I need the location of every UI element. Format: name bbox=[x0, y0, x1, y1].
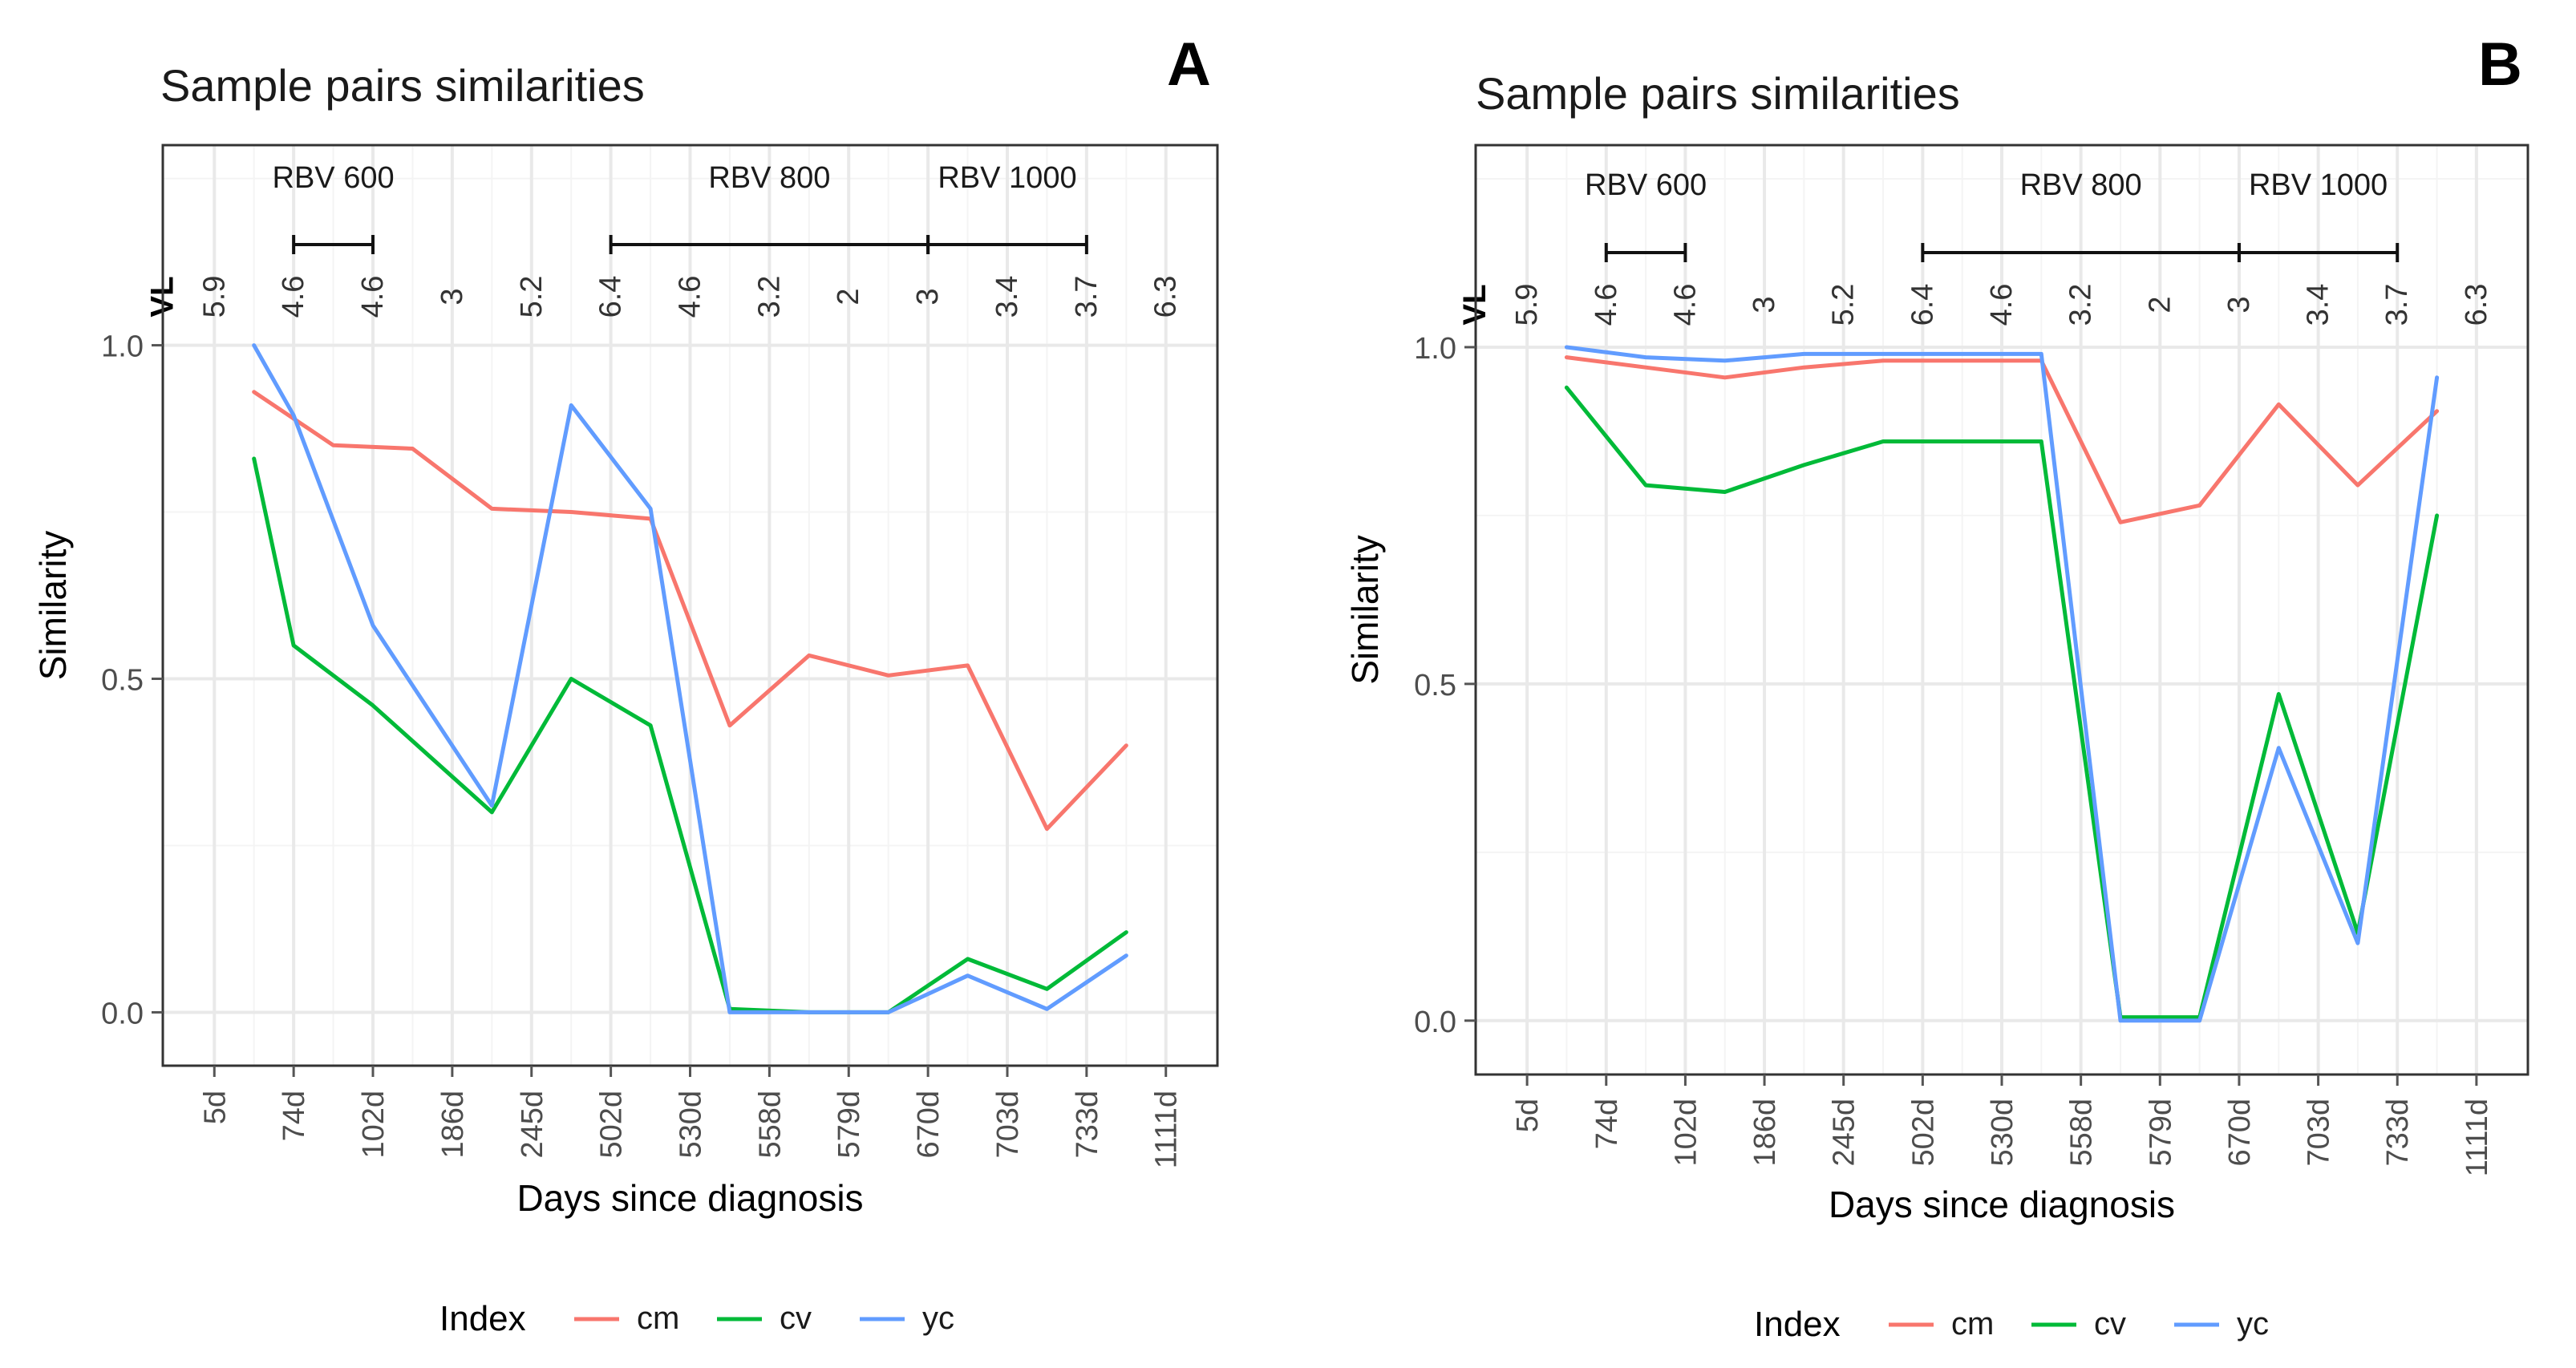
x-tick-label: 245d bbox=[1828, 1099, 1861, 1167]
vl-value: 4.6 bbox=[674, 276, 707, 318]
vl-value: 3.7 bbox=[1070, 276, 1104, 318]
vl-value: 3 bbox=[2222, 296, 2256, 313]
vl-value: 5.2 bbox=[515, 276, 549, 318]
series-line-cv bbox=[252, 456, 1128, 1014]
legend: Index cm cv yc bbox=[439, 1299, 954, 1338]
vl-value: 3.4 bbox=[2302, 284, 2335, 326]
vl-value: 2 bbox=[832, 288, 865, 305]
vl-value: 6.3 bbox=[1149, 276, 1183, 318]
x-tick-label: 1111d bbox=[2461, 1099, 2494, 1176]
x-tick-label: 558d bbox=[753, 1091, 787, 1159]
legend: Index cm cv yc bbox=[1754, 1305, 2269, 1344]
legend-label-cv: cv bbox=[2094, 1306, 2126, 1342]
vl-value: 4.6 bbox=[1590, 284, 1623, 326]
series-line-cm bbox=[252, 390, 1128, 832]
treatment-label: RBV 1000 bbox=[2249, 168, 2388, 202]
gridlines bbox=[163, 145, 1217, 1066]
x-tick-label: 558d bbox=[2065, 1099, 2099, 1167]
panel-b: Sample pairs similarities B RBV 600 RBV 800… bbox=[1344, 30, 2529, 1344]
y-tick-label: 1.0 bbox=[1414, 332, 1456, 366]
x-tick-label: 670d bbox=[2223, 1099, 2257, 1167]
legend-title: Index bbox=[439, 1299, 526, 1338]
x-tick-label: 1111d bbox=[1150, 1091, 1184, 1168]
vl-value: 6.3 bbox=[2460, 284, 2493, 326]
vl-value: 3.4 bbox=[990, 276, 1024, 318]
series-line-yc bbox=[252, 343, 1128, 1014]
treatment-label: RBV 600 bbox=[1585, 168, 1707, 202]
legend-label-yc: yc bbox=[2237, 1306, 2269, 1342]
vl-value: 5.9 bbox=[197, 276, 231, 318]
vl-value: 3.2 bbox=[2064, 284, 2098, 326]
y-tick-label: 1.0 bbox=[101, 330, 144, 364]
treatment-label: RBV 600 bbox=[273, 161, 395, 195]
vl-value: 6.4 bbox=[594, 276, 628, 318]
x-tick-label: 579d bbox=[832, 1091, 866, 1159]
vl-value: 4.6 bbox=[277, 276, 310, 318]
vl-value: 6.4 bbox=[1906, 284, 1939, 326]
x-tick-label: 102d bbox=[1669, 1099, 1703, 1167]
x-tick-label: 733d bbox=[2381, 1099, 2415, 1167]
x-tick-label: 733d bbox=[1071, 1091, 1104, 1159]
treatment-label: RBV 800 bbox=[2020, 168, 2142, 202]
x-tick-label: 502d bbox=[595, 1091, 629, 1159]
x-tick-label: 530d bbox=[1986, 1099, 2019, 1167]
vl-value: 2 bbox=[2143, 296, 2177, 313]
treatment-label: RBV 800 bbox=[708, 161, 830, 195]
x-tick-label: 74d bbox=[277, 1091, 311, 1141]
legend-label-cv: cv bbox=[780, 1301, 812, 1336]
vl-value: 3 bbox=[911, 288, 945, 305]
x-tick-label: 530d bbox=[674, 1091, 708, 1159]
vl-value: 4.6 bbox=[1985, 284, 2019, 326]
vl-value: 3 bbox=[435, 288, 469, 305]
panel-letter: B bbox=[2478, 30, 2522, 99]
panel-a: Sample pairs similarities A RBV 600 RBV 800… bbox=[32, 30, 1219, 1338]
vl-value: 4.6 bbox=[356, 276, 390, 318]
legend-label-cm: cm bbox=[1951, 1306, 1994, 1342]
x-tick-label: 5d bbox=[198, 1091, 232, 1124]
vl-value: 5.2 bbox=[1827, 284, 1861, 326]
panel-letter: A bbox=[1167, 30, 1211, 99]
y-axis-label: Similarity bbox=[32, 531, 74, 681]
gridlines bbox=[1476, 145, 2528, 1075]
x-axis-label: Days since diagnosis bbox=[516, 1177, 863, 1219]
y-tick-label: 0.5 bbox=[101, 664, 144, 698]
x-axis-label: Days since diagnosis bbox=[1829, 1184, 2175, 1225]
vl-value: 4.6 bbox=[1668, 284, 1702, 326]
x-tick-label: 579d bbox=[2144, 1099, 2177, 1167]
legend-title: Index bbox=[1754, 1305, 1841, 1344]
x-tick-label: 670d bbox=[912, 1091, 946, 1159]
series-line-cm bbox=[1564, 355, 2440, 524]
legend-label-cm: cm bbox=[637, 1301, 679, 1336]
y-tick-label: 0.0 bbox=[101, 997, 144, 1030]
legend-label-yc: yc bbox=[922, 1301, 954, 1336]
y-axis-label: Similarity bbox=[1344, 535, 1386, 685]
vl-value: 3.7 bbox=[2380, 284, 2414, 326]
x-tick-label: 102d bbox=[357, 1091, 391, 1159]
x-tick-label: 186d bbox=[1748, 1099, 1782, 1167]
x-tick-label: 74d bbox=[1590, 1099, 1624, 1149]
vl-value: 3.2 bbox=[752, 276, 786, 318]
vl-value: 3 bbox=[1748, 296, 1781, 313]
vl-value: 5.9 bbox=[1510, 284, 1544, 326]
x-tick-label: 186d bbox=[436, 1091, 470, 1159]
chart-title: Sample pairs similarities bbox=[160, 60, 645, 111]
x-tick-label: 703d bbox=[991, 1091, 1025, 1159]
series-line-cv bbox=[1564, 385, 2440, 1020]
x-tick-label: 5d bbox=[1511, 1099, 1545, 1132]
chart-title: Sample pairs similarities bbox=[1476, 68, 1960, 119]
y-tick-label: 0.0 bbox=[1414, 1006, 1456, 1039]
y-tick-label: 0.5 bbox=[1414, 669, 1456, 702]
x-tick-label: 245d bbox=[516, 1091, 549, 1159]
x-tick-label: 502d bbox=[1906, 1099, 1940, 1167]
x-tick-label: 703d bbox=[2303, 1099, 2336, 1167]
series-line-yc bbox=[1564, 345, 2440, 1023]
treatment-label: RBV 1000 bbox=[938, 161, 1076, 195]
